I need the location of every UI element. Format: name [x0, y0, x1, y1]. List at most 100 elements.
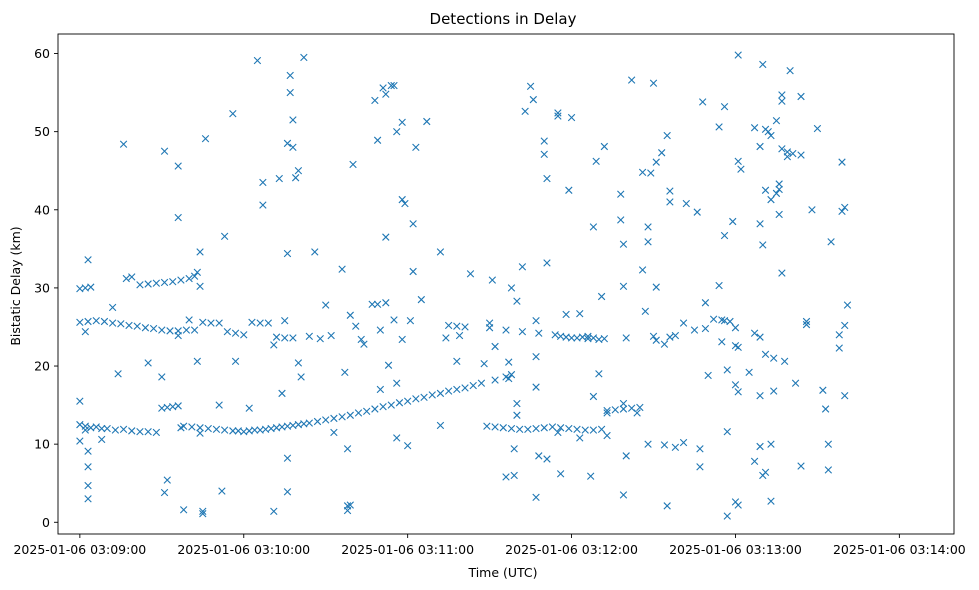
data-point	[174, 162, 182, 170]
data-point	[690, 326, 699, 334]
x-axis-label: Time (UTC)	[467, 565, 537, 580]
data-point	[373, 300, 382, 309]
data-point	[398, 195, 406, 204]
data-point	[373, 136, 382, 144]
data-point	[218, 487, 226, 495]
data-point	[453, 322, 461, 330]
data-point	[76, 397, 84, 405]
data-point	[750, 124, 759, 132]
data-point	[215, 319, 223, 327]
data-point	[778, 91, 786, 99]
data-point	[791, 379, 800, 387]
data-point	[291, 174, 300, 182]
data-point	[597, 292, 606, 301]
data-point	[387, 81, 395, 90]
data-point	[761, 350, 770, 359]
data-point	[841, 321, 849, 330]
data-point	[322, 416, 330, 424]
data-point	[201, 134, 210, 143]
data-point	[313, 417, 322, 426]
axes-frame	[57, 33, 955, 535]
data-point	[543, 455, 551, 463]
data-point	[76, 437, 84, 445]
data-point	[745, 368, 753, 376]
data-point	[108, 303, 117, 312]
data-point	[149, 324, 158, 333]
data-point	[505, 358, 513, 366]
data-point	[513, 411, 521, 419]
data-point	[444, 387, 453, 395]
data-point	[382, 299, 390, 307]
data-point	[281, 334, 289, 342]
data-point	[179, 506, 188, 514]
y-tick-label: 30	[34, 280, 50, 295]
data-point	[715, 281, 723, 290]
data-point	[543, 259, 551, 267]
data-point	[152, 428, 161, 437]
data-point	[524, 425, 532, 434]
data-point	[409, 220, 417, 228]
data-point	[144, 280, 152, 288]
data-point	[827, 238, 835, 246]
data-point	[158, 326, 166, 334]
data-point	[627, 76, 636, 84]
x-axis-ticks: 2025-01-06 03:09:00 2025-01-06 03:10:00 20…	[13, 534, 966, 557]
data-point	[354, 409, 363, 417]
data-point	[84, 481, 92, 490]
data-point	[556, 470, 565, 478]
data-point	[567, 334, 576, 342]
data-point	[772, 117, 781, 125]
data-point	[819, 386, 827, 394]
data-point	[100, 317, 109, 326]
data-point	[174, 402, 182, 410]
data-point	[84, 495, 92, 503]
data-point	[658, 149, 666, 157]
data-point	[160, 278, 169, 287]
data-point	[286, 71, 294, 80]
data-point	[756, 442, 764, 451]
data-point	[84, 463, 92, 471]
data-point	[136, 427, 144, 436]
data-point	[540, 424, 548, 432]
data-point	[617, 216, 625, 224]
data-point	[767, 195, 775, 204]
data-point	[128, 273, 136, 281]
data-point	[786, 67, 794, 75]
data-point	[641, 307, 650, 316]
data-point	[294, 359, 303, 367]
data-point	[119, 425, 128, 434]
data-point	[212, 425, 221, 434]
data-point	[289, 116, 297, 124]
data-point	[398, 118, 406, 126]
data-point	[584, 334, 592, 343]
data-point	[382, 233, 390, 241]
data-point	[436, 248, 445, 256]
y-tick-label: 40	[34, 202, 50, 217]
data-point	[166, 327, 174, 335]
data-point	[103, 424, 111, 433]
data-point	[652, 283, 660, 291]
data-point	[709, 315, 718, 323]
data-point	[759, 60, 767, 69]
data-point	[565, 424, 573, 433]
data-point	[223, 327, 232, 336]
data-point	[731, 324, 740, 332]
data-point	[485, 319, 494, 327]
data-point	[193, 268, 202, 276]
data-point	[152, 279, 161, 287]
data-point	[636, 403, 644, 412]
data-point	[158, 373, 166, 381]
data-point	[248, 318, 256, 326]
data-point	[532, 352, 540, 361]
data-point	[723, 427, 731, 436]
data-point	[510, 471, 518, 480]
data-point	[838, 158, 846, 166]
data-point	[275, 174, 283, 183]
data-point	[409, 267, 417, 276]
data-point	[775, 180, 783, 188]
data-point	[797, 151, 805, 159]
data-point	[756, 333, 764, 341]
data-point	[611, 406, 619, 414]
data-point	[81, 327, 90, 336]
data-point	[526, 82, 535, 91]
